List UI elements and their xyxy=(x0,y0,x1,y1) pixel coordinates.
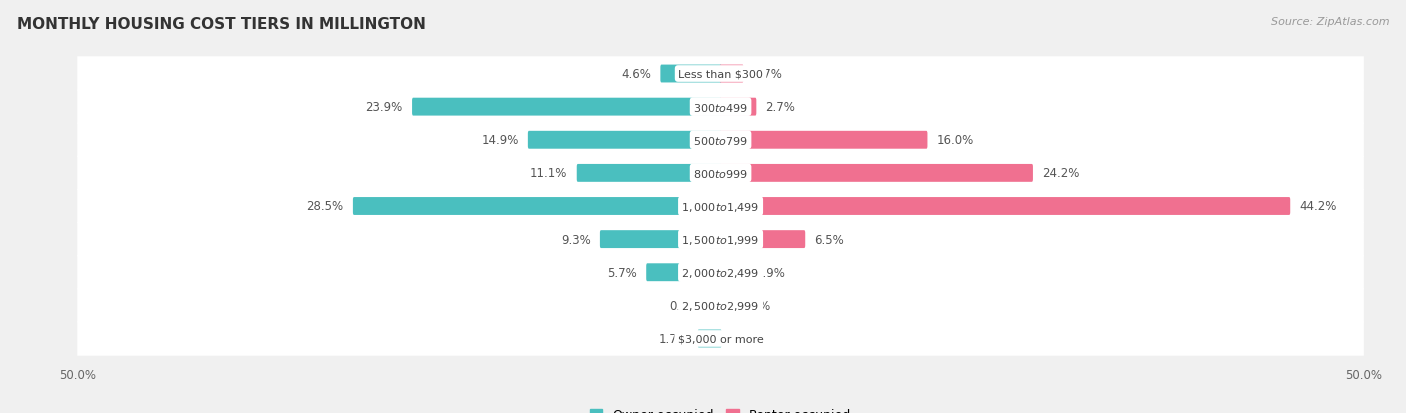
FancyBboxPatch shape xyxy=(716,297,721,315)
Text: $2,000 to $2,499: $2,000 to $2,499 xyxy=(682,266,759,279)
Text: 28.5%: 28.5% xyxy=(307,200,343,213)
Legend: Owner-occupied, Renter-occupied: Owner-occupied, Renter-occupied xyxy=(585,404,856,413)
Text: 5.7%: 5.7% xyxy=(607,266,637,279)
Text: $800 to $999: $800 to $999 xyxy=(693,168,748,179)
FancyBboxPatch shape xyxy=(720,263,747,282)
Text: 0.0%: 0.0% xyxy=(731,332,761,345)
Text: 0.33%: 0.33% xyxy=(669,299,706,312)
FancyBboxPatch shape xyxy=(647,263,721,282)
Text: $1,500 to $1,999: $1,500 to $1,999 xyxy=(682,233,759,246)
FancyBboxPatch shape xyxy=(77,222,1364,257)
FancyBboxPatch shape xyxy=(412,98,721,116)
Text: 9.3%: 9.3% xyxy=(561,233,591,246)
Text: 6.5%: 6.5% xyxy=(814,233,844,246)
FancyBboxPatch shape xyxy=(720,297,724,315)
Text: $500 to $799: $500 to $799 xyxy=(693,135,748,146)
Text: $3,000 or more: $3,000 or more xyxy=(678,334,763,344)
Text: 44.2%: 44.2% xyxy=(1299,200,1337,213)
FancyBboxPatch shape xyxy=(77,57,1364,92)
Text: 24.2%: 24.2% xyxy=(1042,167,1080,180)
FancyBboxPatch shape xyxy=(353,197,721,216)
Text: 1.7%: 1.7% xyxy=(658,332,689,345)
FancyBboxPatch shape xyxy=(77,156,1364,191)
FancyBboxPatch shape xyxy=(720,131,928,150)
FancyBboxPatch shape xyxy=(720,164,1033,183)
FancyBboxPatch shape xyxy=(77,288,1364,323)
Text: 1.9%: 1.9% xyxy=(755,266,785,279)
Text: 1.7%: 1.7% xyxy=(752,68,783,81)
FancyBboxPatch shape xyxy=(77,255,1364,290)
Text: 0.17%: 0.17% xyxy=(733,299,770,312)
FancyBboxPatch shape xyxy=(697,330,721,348)
FancyBboxPatch shape xyxy=(527,131,721,150)
FancyBboxPatch shape xyxy=(600,230,721,249)
Text: 4.6%: 4.6% xyxy=(621,68,651,81)
FancyBboxPatch shape xyxy=(77,90,1364,125)
Text: 14.9%: 14.9% xyxy=(481,134,519,147)
FancyBboxPatch shape xyxy=(661,65,721,83)
FancyBboxPatch shape xyxy=(720,197,1291,216)
FancyBboxPatch shape xyxy=(720,230,806,249)
Text: $2,500 to $2,999: $2,500 to $2,999 xyxy=(682,299,759,312)
FancyBboxPatch shape xyxy=(77,321,1364,356)
FancyBboxPatch shape xyxy=(576,164,721,183)
FancyBboxPatch shape xyxy=(720,65,744,83)
Text: 23.9%: 23.9% xyxy=(366,101,402,114)
Text: $300 to $499: $300 to $499 xyxy=(693,102,748,113)
FancyBboxPatch shape xyxy=(77,189,1364,224)
FancyBboxPatch shape xyxy=(720,98,756,116)
Text: 2.7%: 2.7% xyxy=(766,101,796,114)
FancyBboxPatch shape xyxy=(77,123,1364,158)
Text: Less than $300: Less than $300 xyxy=(678,69,763,79)
Text: 11.1%: 11.1% xyxy=(530,167,568,180)
Text: MONTHLY HOUSING COST TIERS IN MILLINGTON: MONTHLY HOUSING COST TIERS IN MILLINGTON xyxy=(17,17,426,31)
Text: $1,000 to $1,499: $1,000 to $1,499 xyxy=(682,200,759,213)
Text: 16.0%: 16.0% xyxy=(936,134,974,147)
Text: Source: ZipAtlas.com: Source: ZipAtlas.com xyxy=(1271,17,1389,26)
